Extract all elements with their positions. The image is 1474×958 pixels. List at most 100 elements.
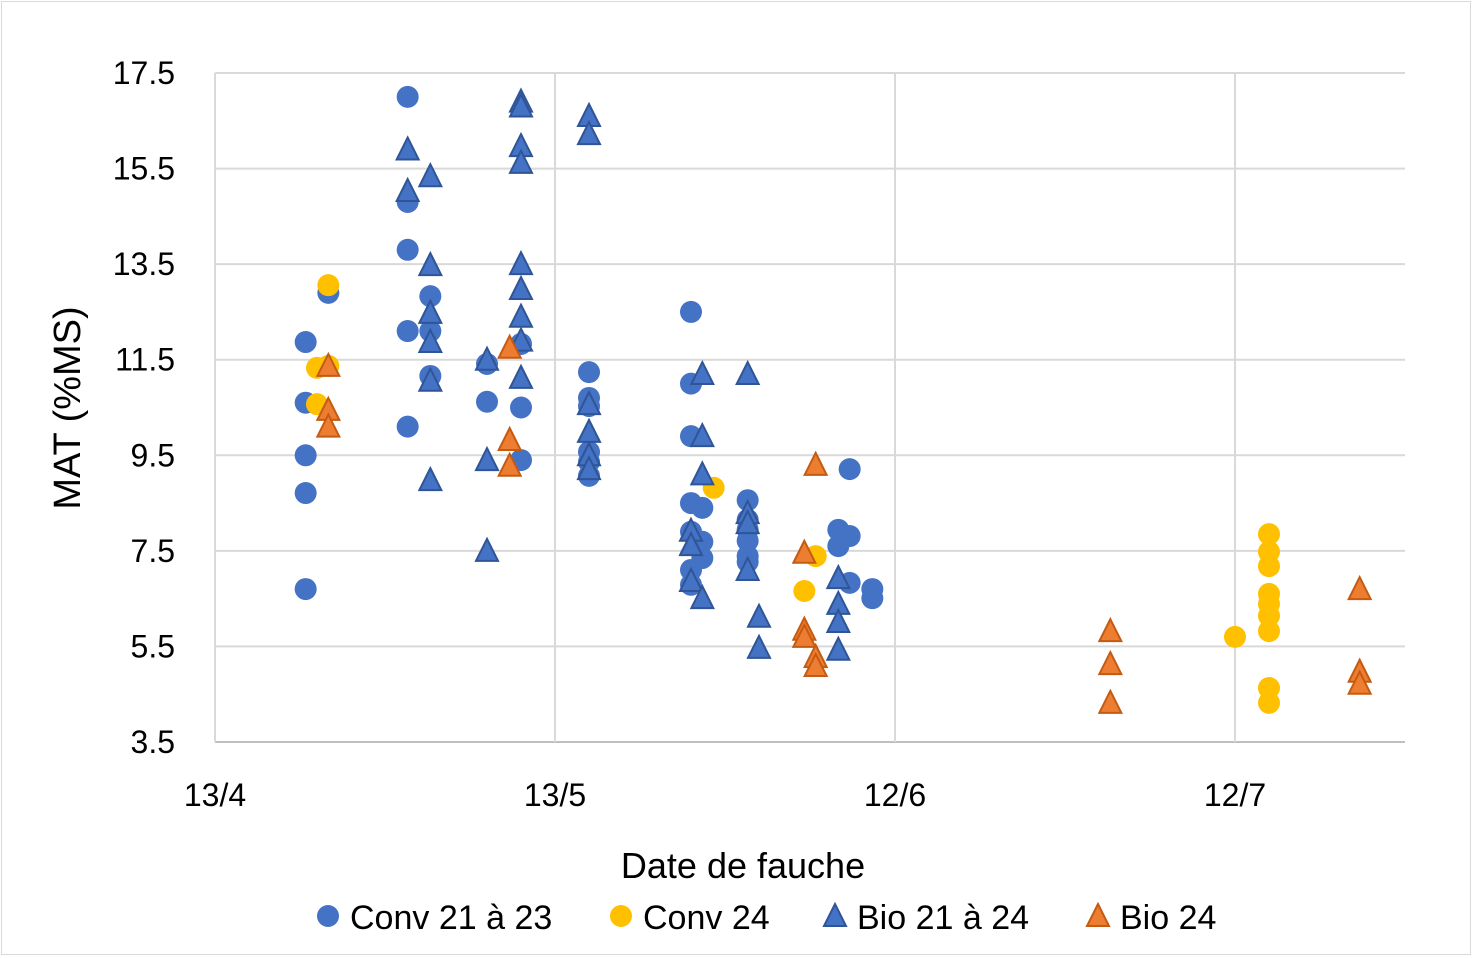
point-bio-21-24 bbox=[746, 602, 772, 628]
point-bio-21-24 bbox=[689, 460, 715, 486]
point-conv-24 bbox=[1258, 555, 1280, 578]
point-conv-24 bbox=[1258, 691, 1280, 714]
point-conv-21-23 bbox=[691, 496, 714, 519]
y-tick-label: 7.5 bbox=[131, 533, 175, 569]
point-bio-24 bbox=[791, 538, 817, 564]
point-bio-21-24 bbox=[417, 366, 443, 392]
point-conv-24 bbox=[1224, 625, 1246, 648]
point-bio-24 bbox=[315, 412, 341, 438]
x-axis-ticks: 13/4 13/5 12/6 12/7 bbox=[184, 777, 1266, 813]
point-bio-21-24 bbox=[746, 633, 772, 659]
point-conv-21-23 bbox=[578, 361, 600, 384]
point-bio-21-24 bbox=[576, 389, 602, 416]
point-bio-21-24 bbox=[474, 536, 500, 562]
point-bio-21-24 bbox=[689, 421, 715, 448]
x-tick-label: 13/4 bbox=[184, 777, 246, 813]
legend-marker-1 bbox=[610, 905, 632, 927]
point-conv-21-23 bbox=[680, 300, 702, 323]
point-bio-21-24 bbox=[825, 607, 851, 634]
gridlines bbox=[214, 72, 1405, 743]
point-conv-21-23 bbox=[838, 458, 861, 481]
point-bio-24 bbox=[1097, 649, 1123, 676]
point-bio-24 bbox=[791, 622, 817, 648]
point-bio-24 bbox=[803, 651, 829, 678]
point-bio-24 bbox=[803, 450, 829, 476]
point-conv-24 bbox=[1258, 620, 1280, 643]
point-conv-21-23 bbox=[838, 525, 861, 548]
point-bio-24 bbox=[497, 333, 523, 359]
y-tick-label: 11.5 bbox=[115, 342, 175, 378]
point-bio-21-24 bbox=[678, 530, 704, 557]
point-bio-24 bbox=[497, 425, 523, 451]
point-bio-21-24 bbox=[576, 417, 602, 443]
data-points bbox=[294, 85, 1373, 714]
point-bio-21-24 bbox=[508, 302, 534, 328]
point-conv-21-23 bbox=[294, 444, 317, 467]
point-conv-21-23 bbox=[294, 578, 317, 601]
point-bio-21-24 bbox=[576, 119, 602, 146]
point-bio-21-24 bbox=[825, 635, 851, 661]
point-conv-21-23 bbox=[396, 238, 419, 261]
point-bio-21-24 bbox=[395, 135, 421, 161]
point-bio-24 bbox=[1097, 616, 1123, 643]
point-bio-21-24 bbox=[474, 445, 500, 472]
point-bio-21-24 bbox=[474, 345, 500, 371]
point-conv-24 bbox=[793, 579, 816, 602]
point-conv-21-23 bbox=[861, 587, 884, 610]
y-tick-label: 3.5 bbox=[131, 724, 175, 760]
point-bio-24 bbox=[1347, 669, 1373, 695]
legend-label: Conv 21 à 23 bbox=[350, 899, 552, 937]
y-axis-label: MAT (%MS) bbox=[47, 306, 89, 509]
point-bio-21-24 bbox=[508, 274, 534, 300]
legend-label: Bio 21 à 24 bbox=[857, 899, 1029, 937]
x-tick-label: 12/7 bbox=[1204, 777, 1266, 813]
y-tick-label: 13.5 bbox=[113, 246, 175, 282]
point-bio-21-24 bbox=[735, 359, 761, 386]
x-tick-label: 12/6 bbox=[864, 777, 926, 813]
point-bio-24 bbox=[315, 351, 341, 377]
point-bio-21-24 bbox=[508, 148, 534, 174]
point-bio-21-24 bbox=[417, 298, 443, 324]
point-bio-21-24 bbox=[508, 249, 534, 276]
point-bio-21-24 bbox=[735, 555, 761, 581]
y-tick-label: 17.5 bbox=[113, 55, 175, 91]
point-bio-21-24 bbox=[678, 566, 704, 592]
legend-marker-3 bbox=[1085, 901, 1111, 927]
point-conv-21-23 bbox=[294, 482, 317, 505]
point-bio-21-24 bbox=[417, 250, 443, 277]
point-bio-21-24 bbox=[689, 359, 715, 386]
point-conv-21-23 bbox=[419, 285, 442, 308]
point-bio-21-24 bbox=[689, 583, 715, 610]
y-tick-label: 9.5 bbox=[131, 437, 175, 473]
legend-marker-0 bbox=[317, 905, 339, 927]
point-bio-21-24 bbox=[508, 363, 534, 389]
point-bio-21-24 bbox=[508, 92, 534, 118]
point-conv-21-23 bbox=[736, 529, 759, 552]
point-conv-21-23 bbox=[476, 390, 498, 413]
legend-label: Conv 24 bbox=[643, 899, 770, 937]
point-bio-21-24 bbox=[417, 327, 443, 354]
point-bio-21-24 bbox=[735, 508, 761, 535]
y-axis-ticks: 3.5 5.5 7.5 9.5 11.5 13.5 15.5 17.5 bbox=[113, 55, 175, 760]
x-axis-label: Date de fauche bbox=[621, 845, 865, 886]
y-tick-label: 5.5 bbox=[131, 628, 175, 664]
point-conv-21-23 bbox=[396, 415, 419, 438]
point-conv-21-23 bbox=[294, 331, 317, 354]
point-conv-21-23 bbox=[510, 396, 532, 419]
point-conv-21-23 bbox=[396, 320, 419, 343]
y-tick-label: 15.5 bbox=[113, 151, 175, 187]
point-bio-21-24 bbox=[508, 326, 534, 352]
x-tick-label: 13/5 bbox=[524, 777, 586, 813]
point-conv-21-23 bbox=[396, 85, 419, 108]
point-bio-24 bbox=[1347, 574, 1373, 601]
point-conv-24 bbox=[1258, 523, 1280, 546]
point-bio-21-24 bbox=[576, 454, 602, 481]
point-bio-21-24 bbox=[825, 563, 851, 590]
legend-label: Bio 24 bbox=[1120, 899, 1216, 937]
point-bio-24 bbox=[497, 451, 523, 477]
point-conv-24 bbox=[317, 274, 340, 297]
point-bio-21-24 bbox=[417, 465, 443, 492]
point-bio-21-24 bbox=[417, 161, 443, 188]
